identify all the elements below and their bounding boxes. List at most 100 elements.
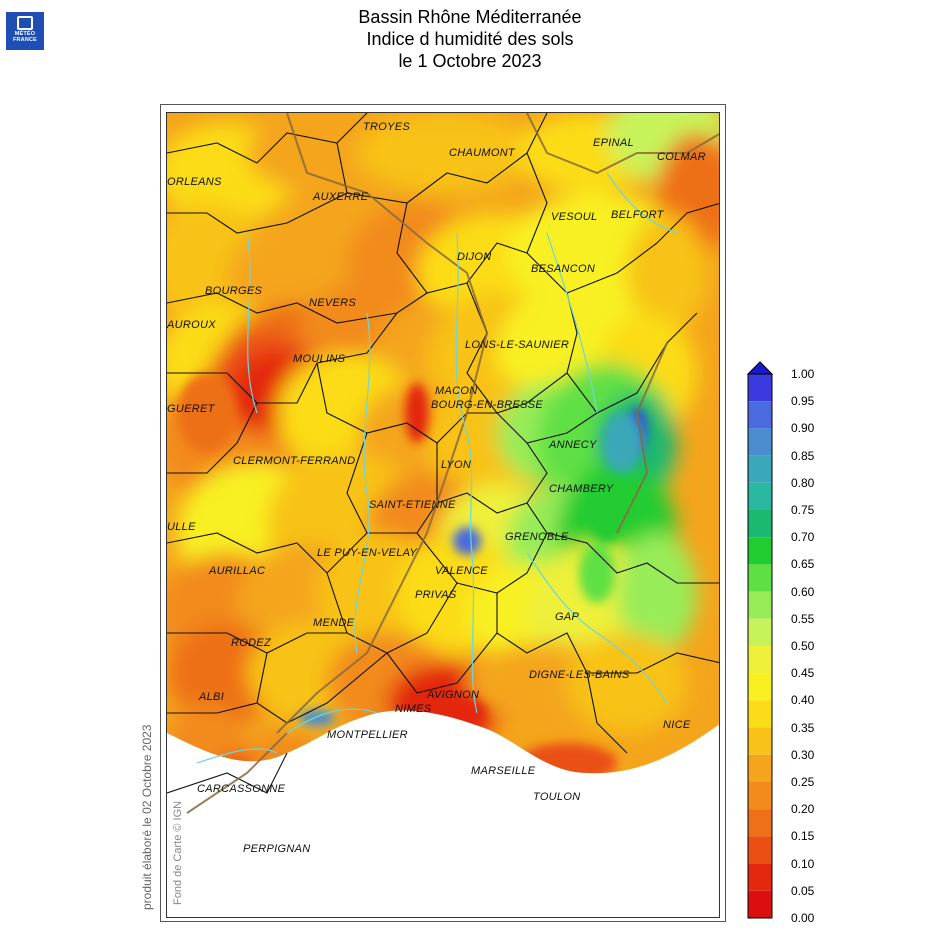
moisture-zone	[602, 413, 642, 473]
legend-color-block	[748, 374, 772, 402]
legend-tick-label: 0.95	[791, 394, 815, 409]
legend-tick-label: 0.25	[791, 775, 815, 789]
city-label: NEVERS	[309, 297, 357, 309]
legend-color-block	[748, 727, 772, 755]
city-label: ORLEANS	[167, 176, 222, 188]
legend-color-block	[748, 700, 772, 728]
legend-overflow-triangle	[746, 361, 774, 375]
department-border	[167, 113, 368, 164]
city-label: LYON	[441, 459, 472, 471]
city-label: BOURG-EN-BRESSE	[431, 399, 544, 411]
moisture-zone	[357, 113, 537, 193]
sea-southwest	[167, 803, 287, 917]
city-label: DIJON	[457, 251, 492, 263]
legend-tick-label: 0.70	[791, 530, 815, 545]
city-label: PRIVAS	[415, 589, 457, 601]
city-label: VESOUL	[551, 211, 598, 223]
river	[354, 312, 371, 654]
department-border	[386, 632, 719, 694]
city-label: DIGNE-LES-BAINS	[529, 669, 630, 681]
basin-boundary-line	[616, 342, 668, 534]
city-label: MARSEILLE	[471, 765, 536, 777]
legend-color-block	[748, 428, 772, 456]
basin-boundary-line	[526, 113, 719, 175]
legend-color-block	[748, 537, 772, 565]
moisture-zone	[587, 483, 627, 543]
legend-tick-label: 0.15	[791, 829, 815, 844]
map-outer-frame	[160, 104, 726, 922]
department-border	[167, 702, 258, 714]
legend-tick-label: 0.10	[791, 856, 815, 871]
legend-tick-label: 0.80	[791, 475, 815, 490]
moisture-zone	[405, 383, 429, 443]
legend-tick-label: 0.00	[791, 911, 815, 925]
city-label: COLMAR	[657, 151, 706, 163]
department-borders	[167, 113, 719, 794]
title-line-3: le 1 Octobre 2023	[398, 51, 542, 71]
color-legend: 1.00 0.95 0.90 0.85 0.80 0.75 0.70 0.65 0.60 0.55…	[745, 360, 814, 925]
department-border	[396, 202, 528, 294]
legend-tick-label: 0.60	[791, 584, 815, 599]
department-border	[167, 312, 398, 404]
city-label: CHAMBERY	[549, 483, 614, 495]
legend-color-block	[748, 673, 772, 701]
river	[526, 552, 668, 704]
city-label: AURILLAC	[209, 565, 266, 577]
city-label: TOULON	[533, 791, 581, 803]
city-label: CARCASSONNE	[197, 783, 286, 795]
river	[196, 748, 278, 764]
legend-tick-label: 0.40	[791, 693, 815, 708]
basin-boundary-line	[276, 113, 489, 734]
map-area: TROYES CHAUMONT EPINAL COLMAR ORLEANS AUXERRE…	[166, 112, 720, 918]
city-label: BELFORT	[611, 209, 664, 221]
mediterranean-sea	[167, 710, 719, 917]
legend-tick-label: 0.90	[791, 421, 815, 436]
city-label: GAP	[555, 611, 580, 623]
city-label: ALBI	[199, 691, 225, 703]
legend-tick-label: 0.55	[791, 611, 815, 626]
legend-tick-label: 0.30	[791, 747, 815, 762]
map-title: Bassin Rhône Méditerranée Indice d humid…	[230, 6, 710, 72]
city-label: CHAUMONT	[449, 147, 515, 159]
river	[246, 232, 258, 414]
city-label: BESANCON	[531, 263, 596, 275]
legend-color-block	[748, 890, 772, 918]
title-line-2: Indice d humidité des sols	[366, 29, 574, 49]
title-line-1: Bassin Rhône Méditerranée	[358, 7, 582, 27]
city-label: CLERMONT-FERRAND	[233, 455, 356, 467]
department-border	[546, 532, 719, 584]
legend-color-block	[748, 754, 772, 782]
moisture-zone	[567, 633, 687, 733]
legend-color-block	[748, 482, 772, 510]
legend-color-block	[748, 782, 772, 810]
legend-tick-label: 0.05	[791, 883, 815, 898]
city-label: AVIGNON	[427, 689, 480, 701]
legend-color-block	[748, 564, 772, 592]
production-date: produit élaboré le 02 Octobre 2023	[140, 724, 154, 910]
city-label: AUROUX	[167, 319, 216, 331]
department-border	[586, 672, 628, 754]
moisture-zone	[177, 373, 237, 453]
basin-boundary-line	[186, 732, 288, 814]
city-label: MONTPELLIER	[327, 729, 408, 741]
department-border	[526, 412, 598, 444]
legend-tick-label: 0.65	[791, 557, 815, 572]
rivers	[196, 172, 678, 764]
city-label: MENDE	[313, 617, 355, 629]
legend-color-block	[748, 591, 772, 619]
city-label: MOULINS	[293, 353, 346, 365]
moisture-zone	[579, 543, 615, 603]
city-label: ANNECY	[549, 439, 597, 451]
moisture-zone	[617, 533, 697, 653]
department-border	[167, 532, 368, 574]
city-label: NICE	[663, 719, 691, 731]
basin-boundary	[186, 113, 719, 814]
department-border	[346, 432, 438, 534]
city-label: BOURGES	[205, 285, 263, 297]
legend-color-block	[748, 401, 772, 429]
meteo-france-logo: MÉTÉO FRANCE	[6, 12, 44, 50]
soil-moisture-map	[167, 113, 719, 917]
department-border	[456, 502, 548, 594]
legend-color-block	[748, 646, 772, 674]
river	[546, 232, 598, 414]
